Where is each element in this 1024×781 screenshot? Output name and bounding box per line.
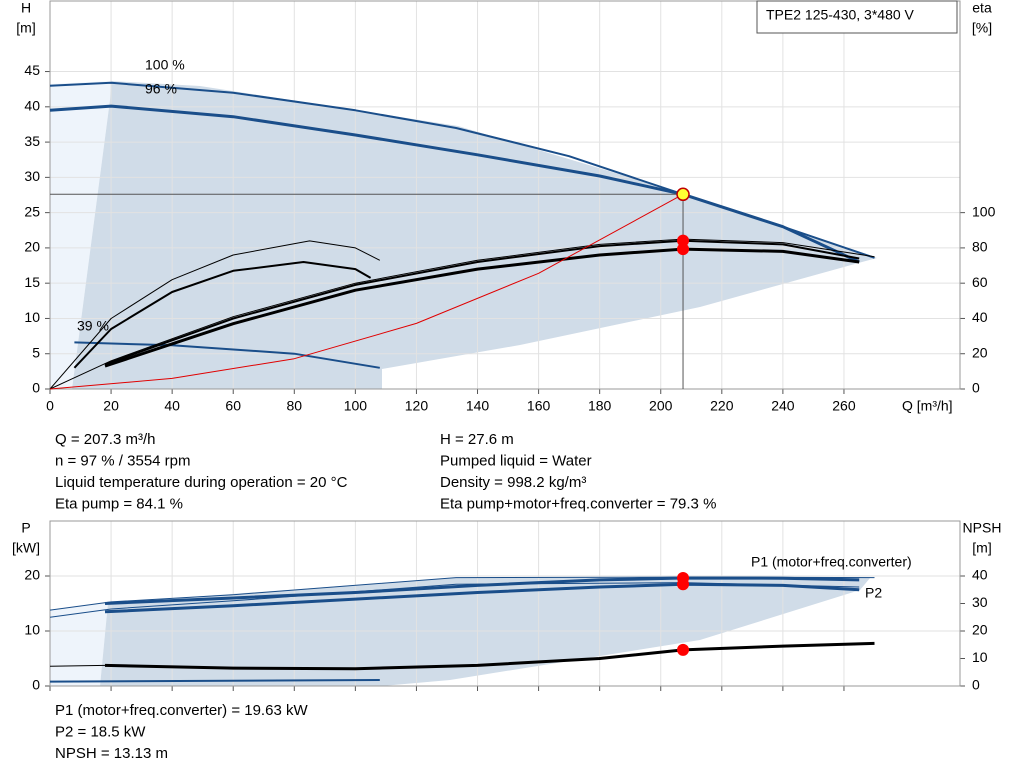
info-line: Liquid temperature during operation = 20… xyxy=(55,474,348,491)
curve-label: 100 % xyxy=(145,57,185,73)
title-box xyxy=(756,0,958,34)
curve-label: 39 % xyxy=(77,318,109,334)
y-tick-label: 20 xyxy=(24,239,40,255)
y-tick-label: 10 xyxy=(24,309,40,325)
plot-frame xyxy=(49,520,961,687)
x-tick-label: 140 xyxy=(466,398,490,414)
y-tick-label: 35 xyxy=(24,133,40,149)
shaded-area xyxy=(100,578,870,686)
y2-tick-label: 10 xyxy=(972,649,988,665)
x-axis-label: Q [m³/h] xyxy=(902,398,953,414)
info-line: H = 27.6 m xyxy=(440,431,514,448)
x-tick-label: 180 xyxy=(588,398,612,414)
curve xyxy=(73,261,372,369)
y2-tick-label: 60 xyxy=(972,274,988,290)
info-line: Density = 998.2 kg/m³ xyxy=(440,474,586,491)
y-axis-label: [kW] xyxy=(12,540,40,556)
y-tick-label: 0 xyxy=(32,380,40,396)
y-tick-label: 10 xyxy=(24,622,40,638)
y-axis-label: P xyxy=(21,520,30,536)
x-tick-label: 260 xyxy=(832,398,856,414)
y2-tick-label: 20 xyxy=(972,622,988,638)
curve xyxy=(49,679,380,683)
y2-tick-label: 0 xyxy=(972,380,980,396)
y-tick-label: 20 xyxy=(24,567,40,583)
curve xyxy=(104,239,860,366)
y2-tick-label: 40 xyxy=(972,567,988,583)
y2-axis-label: NPSH xyxy=(963,520,1002,536)
info-line: Eta pump+motor+freq.converter = 79.3 % xyxy=(440,495,716,512)
info-line: P1 (motor+freq.converter) = 19.63 kW xyxy=(55,702,308,719)
curve-label: 96 % xyxy=(145,81,177,97)
curve xyxy=(49,240,381,390)
info-line: NPSH = 13.13 m xyxy=(55,745,168,762)
x-tick-label: 0 xyxy=(46,398,54,414)
plot-frame xyxy=(49,0,961,390)
y-tick-label: 15 xyxy=(24,274,40,290)
x-tick-label: 120 xyxy=(405,398,429,414)
y-axis-label: H xyxy=(21,0,31,16)
curve xyxy=(74,341,380,369)
shaded-area xyxy=(50,603,108,686)
y2-tick-label: 80 xyxy=(972,239,988,255)
curve-label: P2 xyxy=(865,585,882,601)
y2-tick-label: 20 xyxy=(972,344,988,360)
curve xyxy=(49,664,106,667)
operating-point xyxy=(677,643,690,656)
curve xyxy=(49,193,684,390)
chart-title: TPE2 125-430, 3*480 V xyxy=(766,7,915,23)
operating-point xyxy=(676,187,690,202)
y2-axis-label: [%] xyxy=(972,20,992,36)
curve xyxy=(104,576,860,605)
info-line: n = 97 % / 3554 rpm xyxy=(55,452,191,469)
curve xyxy=(49,238,875,390)
shaded-area xyxy=(50,81,111,389)
y2-tick-label: 100 xyxy=(972,203,996,219)
x-tick-label: 40 xyxy=(164,398,180,414)
curve xyxy=(49,104,860,264)
curve xyxy=(104,641,875,671)
x-tick-label: 80 xyxy=(287,398,303,414)
x-tick-label: 240 xyxy=(771,398,795,414)
x-tick-label: 160 xyxy=(527,398,551,414)
x-tick-label: 60 xyxy=(225,398,241,414)
x-tick-label: 220 xyxy=(710,398,734,414)
info-line: Eta pump = 84.1 % xyxy=(55,495,183,512)
x-tick-label: 100 xyxy=(344,398,368,414)
y-tick-label: 40 xyxy=(24,98,40,114)
y-tick-label: 30 xyxy=(24,168,40,184)
info-line: Q = 207.3 m³/h xyxy=(55,431,155,448)
y2-tick-label: 30 xyxy=(972,594,988,610)
y2-axis-label: [m] xyxy=(972,540,991,556)
x-tick-label: 20 xyxy=(103,398,119,414)
info-line: Pumped liquid = Water xyxy=(440,452,592,469)
operating-point xyxy=(677,234,690,247)
curve xyxy=(104,582,860,614)
operating-point xyxy=(677,578,690,591)
y2-tick-label: 0 xyxy=(972,677,980,693)
y2-axis-label: eta xyxy=(972,0,992,16)
info-line: P2 = 18.5 kW xyxy=(55,723,146,740)
y2-tick-label: 40 xyxy=(972,309,988,325)
y-tick-label: 25 xyxy=(24,203,40,219)
operating-point xyxy=(677,243,690,256)
y-tick-label: 0 xyxy=(32,677,40,693)
curve-label: P1 (motor+freq.converter) xyxy=(751,554,912,570)
y-tick-label: 45 xyxy=(24,62,40,78)
curve xyxy=(104,247,860,368)
shaded-area xyxy=(72,81,877,389)
x-tick-label: 200 xyxy=(649,398,673,414)
y-axis-label: [m] xyxy=(16,20,35,36)
y-tick-label: 5 xyxy=(32,344,40,360)
